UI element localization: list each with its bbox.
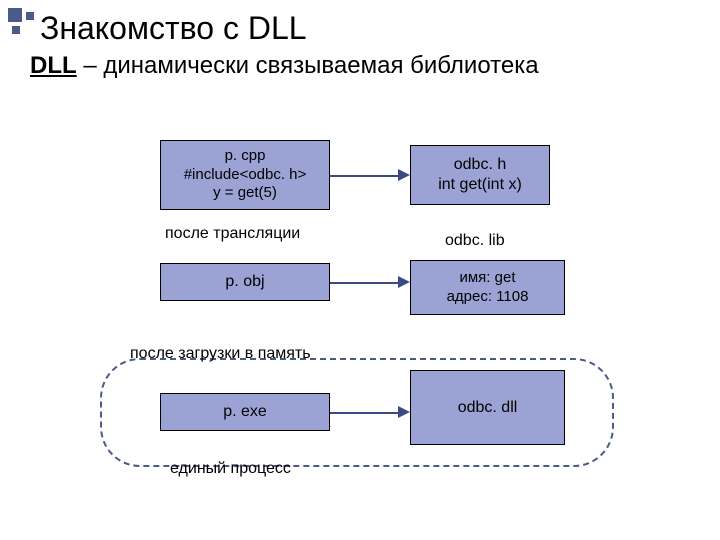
label-single_proc: единый процесс [170,460,291,478]
arrow-head-0 [398,169,410,181]
arrow-2 [330,412,400,414]
box-odbcdll: odbc. dll [410,370,565,445]
arrow-0 [330,175,400,177]
box-pcpp: p. cpp#include<odbc. h>y = get(5) [160,140,330,210]
label-after_load: после загрузки в память [130,345,311,363]
box-pobj: p. obj [160,263,330,301]
box-pexe: p. exe [160,393,330,431]
page-title: Знакомство с DLL [40,10,307,47]
arrow-1 [330,282,400,284]
subtitle-rest: – динамически связываемая библиотека [77,52,539,79]
box-odbch: odbc. hint get(int x) [410,145,550,205]
subtitle-abbr: DLL [30,52,77,79]
subtitle: DLL – динамически связываемая библиотека [30,52,630,80]
arrow-head-1 [398,276,410,288]
label-odbclib_label: odbc. lib [445,232,505,250]
arrow-head-2 [398,406,410,418]
box-odbclib: имя: getадрес: 1108 [410,260,565,315]
label-after_trans: после трансляции [165,225,300,243]
title-text: Знакомство с DLL [40,10,307,46]
